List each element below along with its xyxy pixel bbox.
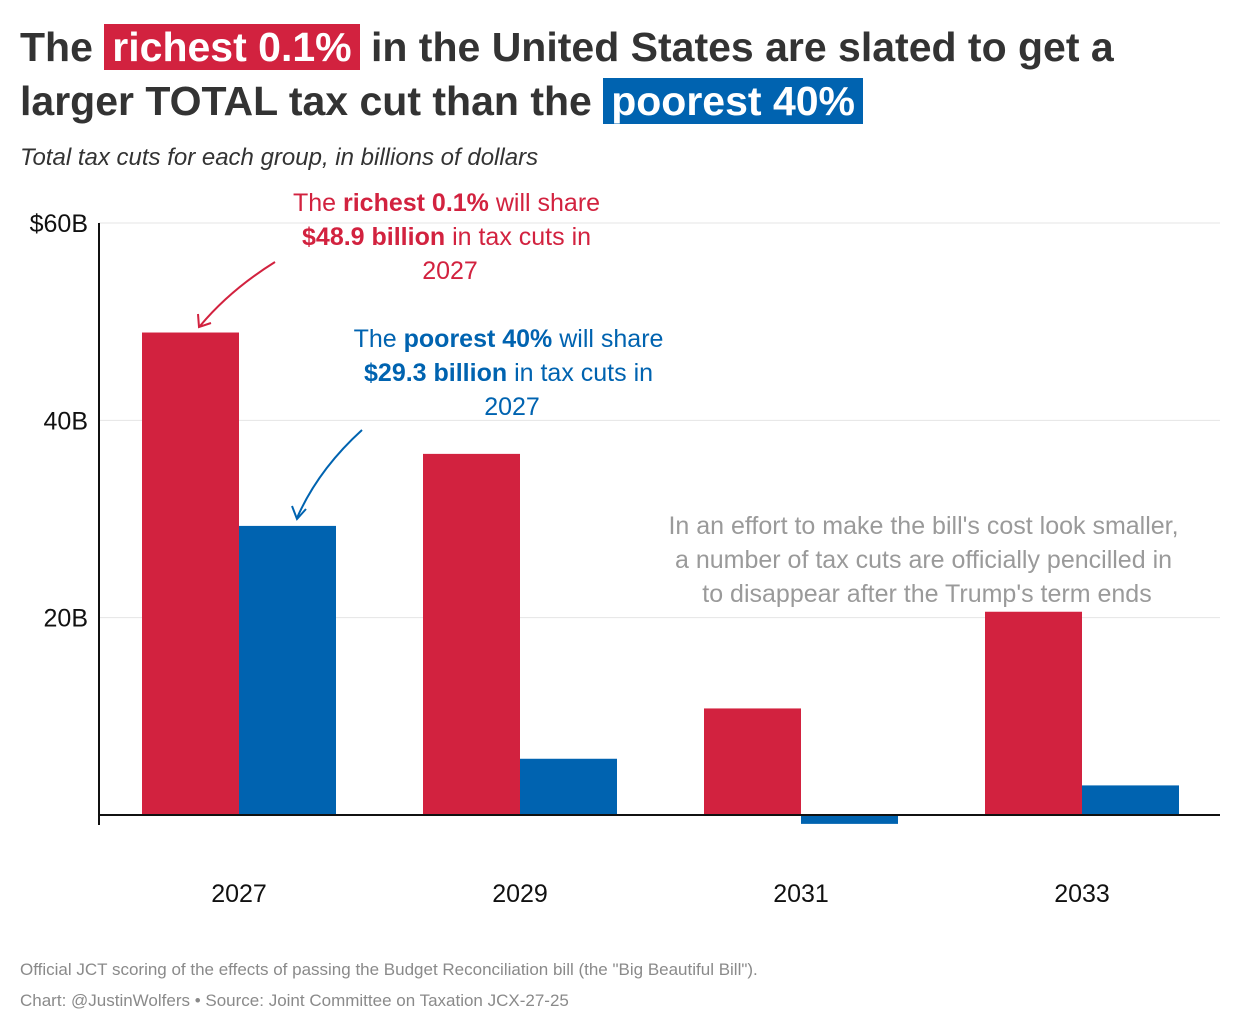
x-tick-label-2029: 2029 xyxy=(492,880,548,908)
annotation-arrow-poorest xyxy=(296,429,363,519)
bar-poorest-2033 xyxy=(1082,785,1179,815)
bar-richest-2029 xyxy=(423,453,520,815)
footer-credit: Chart: @JustinWolfers • Source: Joint Co… xyxy=(20,991,569,1010)
footer-note: Official JCT scoring of the effects of p… xyxy=(20,960,758,979)
y-tick-labels: $60B 40B 20B xyxy=(30,210,88,633)
bar-chart: $60B 40B 20B 2027 2029 2031 2033 The richest … xyxy=(30,189,1220,908)
y-tick-label-1: 40B xyxy=(44,407,88,435)
title-part-2: in the United States are slated to get a… xyxy=(20,24,1114,124)
bars xyxy=(142,332,1179,824)
bar-richest-2033 xyxy=(985,611,1082,815)
axes xyxy=(98,223,1220,825)
bar-richest-2031 xyxy=(704,708,801,815)
y-tick-label-0: $60B xyxy=(30,210,88,238)
bar-poorest-2031 xyxy=(801,815,898,824)
annotation-richest: The richest 0.1% will share $48.9 billio… xyxy=(293,189,607,285)
annotation-arrowhead-poorest xyxy=(291,505,307,521)
annotation-sunset-note: In an effort to make the bill's cost loo… xyxy=(668,512,1185,608)
x-tick-label-2031: 2031 xyxy=(773,880,829,908)
title-part-1: The xyxy=(20,24,105,70)
annotation-poorest: The poorest 40% will share $29.3 billion… xyxy=(354,325,671,421)
y-tick-label-2: 20B xyxy=(44,605,88,633)
title-highlight-poorest: poorest 40% xyxy=(603,78,864,124)
chart-subtitle: Total tax cuts for each group, in billio… xyxy=(20,144,539,171)
x-tick-label-2027: 2027 xyxy=(211,880,267,908)
x-tick-label-2033: 2033 xyxy=(1054,880,1110,908)
x-tick-labels: 2027 2029 2031 2033 xyxy=(211,880,1110,908)
bar-poorest-2027 xyxy=(239,525,336,815)
annotation-arrowhead-richest xyxy=(197,313,212,329)
title-highlight-richest: richest 0.1% xyxy=(104,24,360,70)
annotation-arrow-richest xyxy=(199,261,276,327)
bar-richest-2027 xyxy=(142,332,239,815)
bar-poorest-2029 xyxy=(520,758,617,815)
chart-title: The richest 0.1% in the United States ar… xyxy=(20,20,1220,128)
